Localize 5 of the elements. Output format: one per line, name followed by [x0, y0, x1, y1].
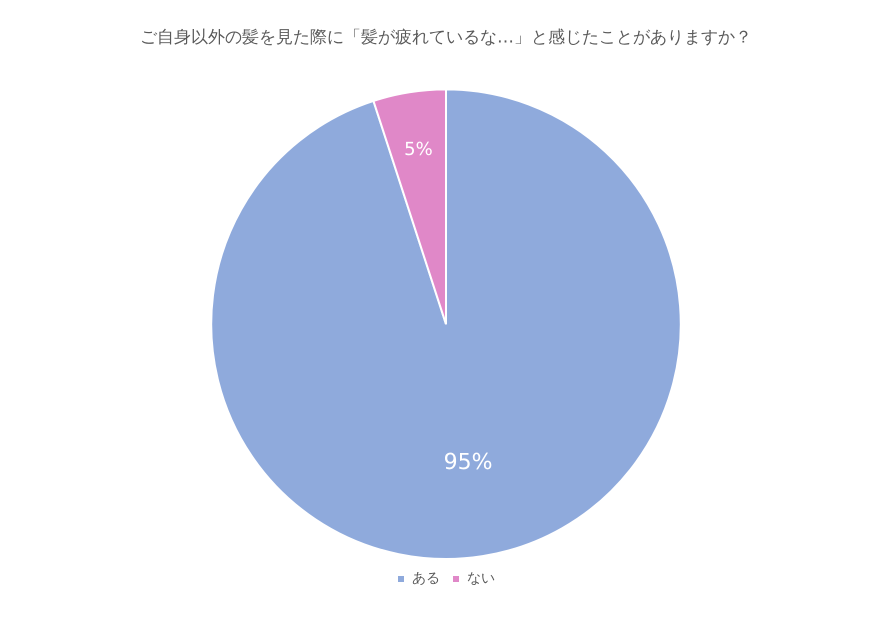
- legend-label: ある: [412, 570, 440, 587]
- legend-label: ない: [467, 570, 495, 587]
- data-label: 5%: [404, 138, 433, 160]
- chart-title: ご自身以外の髪を見た際に「髪が疲れているな…」と感じたことがありますか？: [140, 28, 752, 48]
- data-label: 95%: [444, 450, 492, 476]
